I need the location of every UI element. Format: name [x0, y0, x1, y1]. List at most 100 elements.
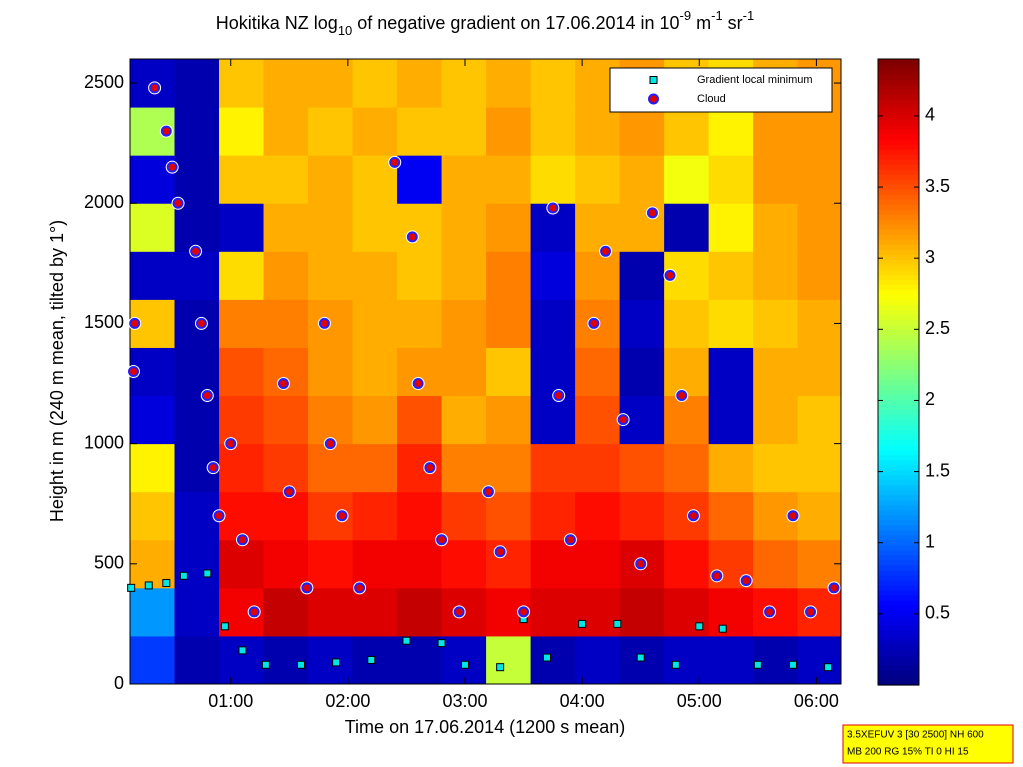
- colorbar-step: [878, 89, 919, 95]
- cloud-point: [301, 582, 313, 594]
- heat-cell: [797, 395, 842, 445]
- colorbar-step: [878, 244, 919, 250]
- cloud-point: [494, 546, 506, 558]
- cloud-point: [129, 317, 141, 329]
- gradient-minimum-point: [127, 583, 136, 592]
- colorbar-step: [878, 539, 919, 546]
- cloud-point: [600, 245, 612, 257]
- colorbar-step: [878, 474, 919, 481]
- heat-cell: [575, 539, 621, 589]
- heat-cell: [486, 539, 532, 589]
- heat-cell: [352, 203, 398, 252]
- cloud-point: [664, 269, 676, 281]
- legend-marker: [648, 93, 659, 105]
- heat-cell: [263, 107, 309, 156]
- colorbar-step: [878, 64, 919, 70]
- cloud-point: [172, 197, 184, 209]
- heat-cell: [308, 59, 354, 108]
- gradient-minimum-point: [461, 660, 470, 669]
- heat-cell: [753, 203, 799, 252]
- cloud-point: [149, 82, 161, 94]
- heat-cell: [219, 155, 265, 204]
- heat-cell: [575, 635, 621, 685]
- colorbar-step: [878, 144, 919, 150]
- cloud-point: [354, 582, 366, 594]
- colorbar-step: [878, 124, 919, 130]
- heat-cell: [753, 251, 799, 300]
- y-tick-label: 0: [114, 673, 124, 693]
- cloud-point: [676, 390, 688, 402]
- heat-cell: [263, 155, 309, 204]
- cloud-point: [787, 510, 799, 522]
- heat-cell: [619, 443, 665, 493]
- title-part: of negative gradient on 17.06.2014 in 10: [352, 13, 679, 33]
- colorbar-step: [878, 389, 919, 396]
- heat-cell: [575, 347, 621, 397]
- colorbar-step: [878, 664, 919, 671]
- title-part: -9: [680, 8, 692, 23]
- heat-cell: [664, 395, 710, 445]
- gradient-minimum-point: [402, 636, 411, 645]
- heat-cell: [263, 299, 309, 348]
- x-tick-label: 05:00: [677, 691, 722, 711]
- colorbar-step: [878, 239, 919, 245]
- colorbar-step: [878, 424, 919, 431]
- heat-cell: [530, 443, 576, 493]
- heat-cell: [708, 251, 754, 300]
- heat-cell: [263, 203, 309, 252]
- colorbar-step: [878, 414, 919, 421]
- heat-cell: [352, 107, 398, 156]
- heat-cell: [263, 635, 309, 685]
- cloud-point: [424, 462, 436, 474]
- colorbar-step: [878, 109, 919, 115]
- heat-cell: [397, 587, 443, 637]
- x-tick-label: 06:00: [794, 691, 839, 711]
- colorbar-step: [878, 349, 919, 356]
- heat-cell: [797, 155, 842, 204]
- heat-cell: [352, 395, 398, 445]
- colorbar-step: [878, 534, 919, 541]
- heat-cell: [486, 299, 532, 348]
- heat-cell: [708, 395, 754, 445]
- heat-cell: [530, 395, 576, 445]
- gradient-minimum-point: [238, 646, 247, 655]
- colorbar-step: [878, 374, 919, 381]
- colorbar-step: [878, 659, 919, 666]
- colorbar-step: [878, 329, 919, 336]
- cloud-point: [389, 156, 401, 168]
- legend-label: Gradient local minimum: [697, 74, 813, 86]
- heat-cell: [308, 539, 354, 589]
- heat-cell: [441, 203, 487, 252]
- cloud-point: [128, 366, 140, 377]
- colorbar-step: [878, 59, 919, 65]
- colorbar-step: [878, 134, 919, 140]
- heat-cell: [130, 443, 176, 493]
- cloud-point: [166, 161, 178, 173]
- gradient-minimum-point: [261, 660, 270, 669]
- heat-cell: [441, 443, 487, 493]
- colorbar-step: [878, 154, 919, 160]
- colorbar-tick-label: 2.5: [925, 318, 950, 338]
- colorbar-step: [878, 324, 919, 331]
- colorbar-step: [878, 574, 919, 581]
- heat-cell: [486, 443, 532, 493]
- heat-cell: [619, 251, 665, 300]
- cloud-point: [635, 558, 647, 570]
- colorbar-step: [878, 219, 919, 225]
- heat-cell: [486, 107, 532, 156]
- heat-cell: [575, 443, 621, 493]
- gradient-minimum-point: [695, 622, 704, 631]
- heat-cell: [219, 107, 265, 156]
- heat-cell: [397, 203, 443, 252]
- colorbar-step: [878, 554, 919, 561]
- colorbar-step: [878, 564, 919, 571]
- gradient-minimum-point: [203, 569, 212, 578]
- heat-cell: [308, 587, 354, 637]
- cloud-point: [412, 378, 424, 390]
- heat-cell: [308, 443, 354, 493]
- heat-cell: [441, 59, 487, 108]
- colorbar-tick-label: 4: [925, 105, 935, 125]
- heat-cell: [708, 155, 754, 204]
- heat-cell: [753, 395, 799, 445]
- gradient-minimum-point: [578, 619, 587, 628]
